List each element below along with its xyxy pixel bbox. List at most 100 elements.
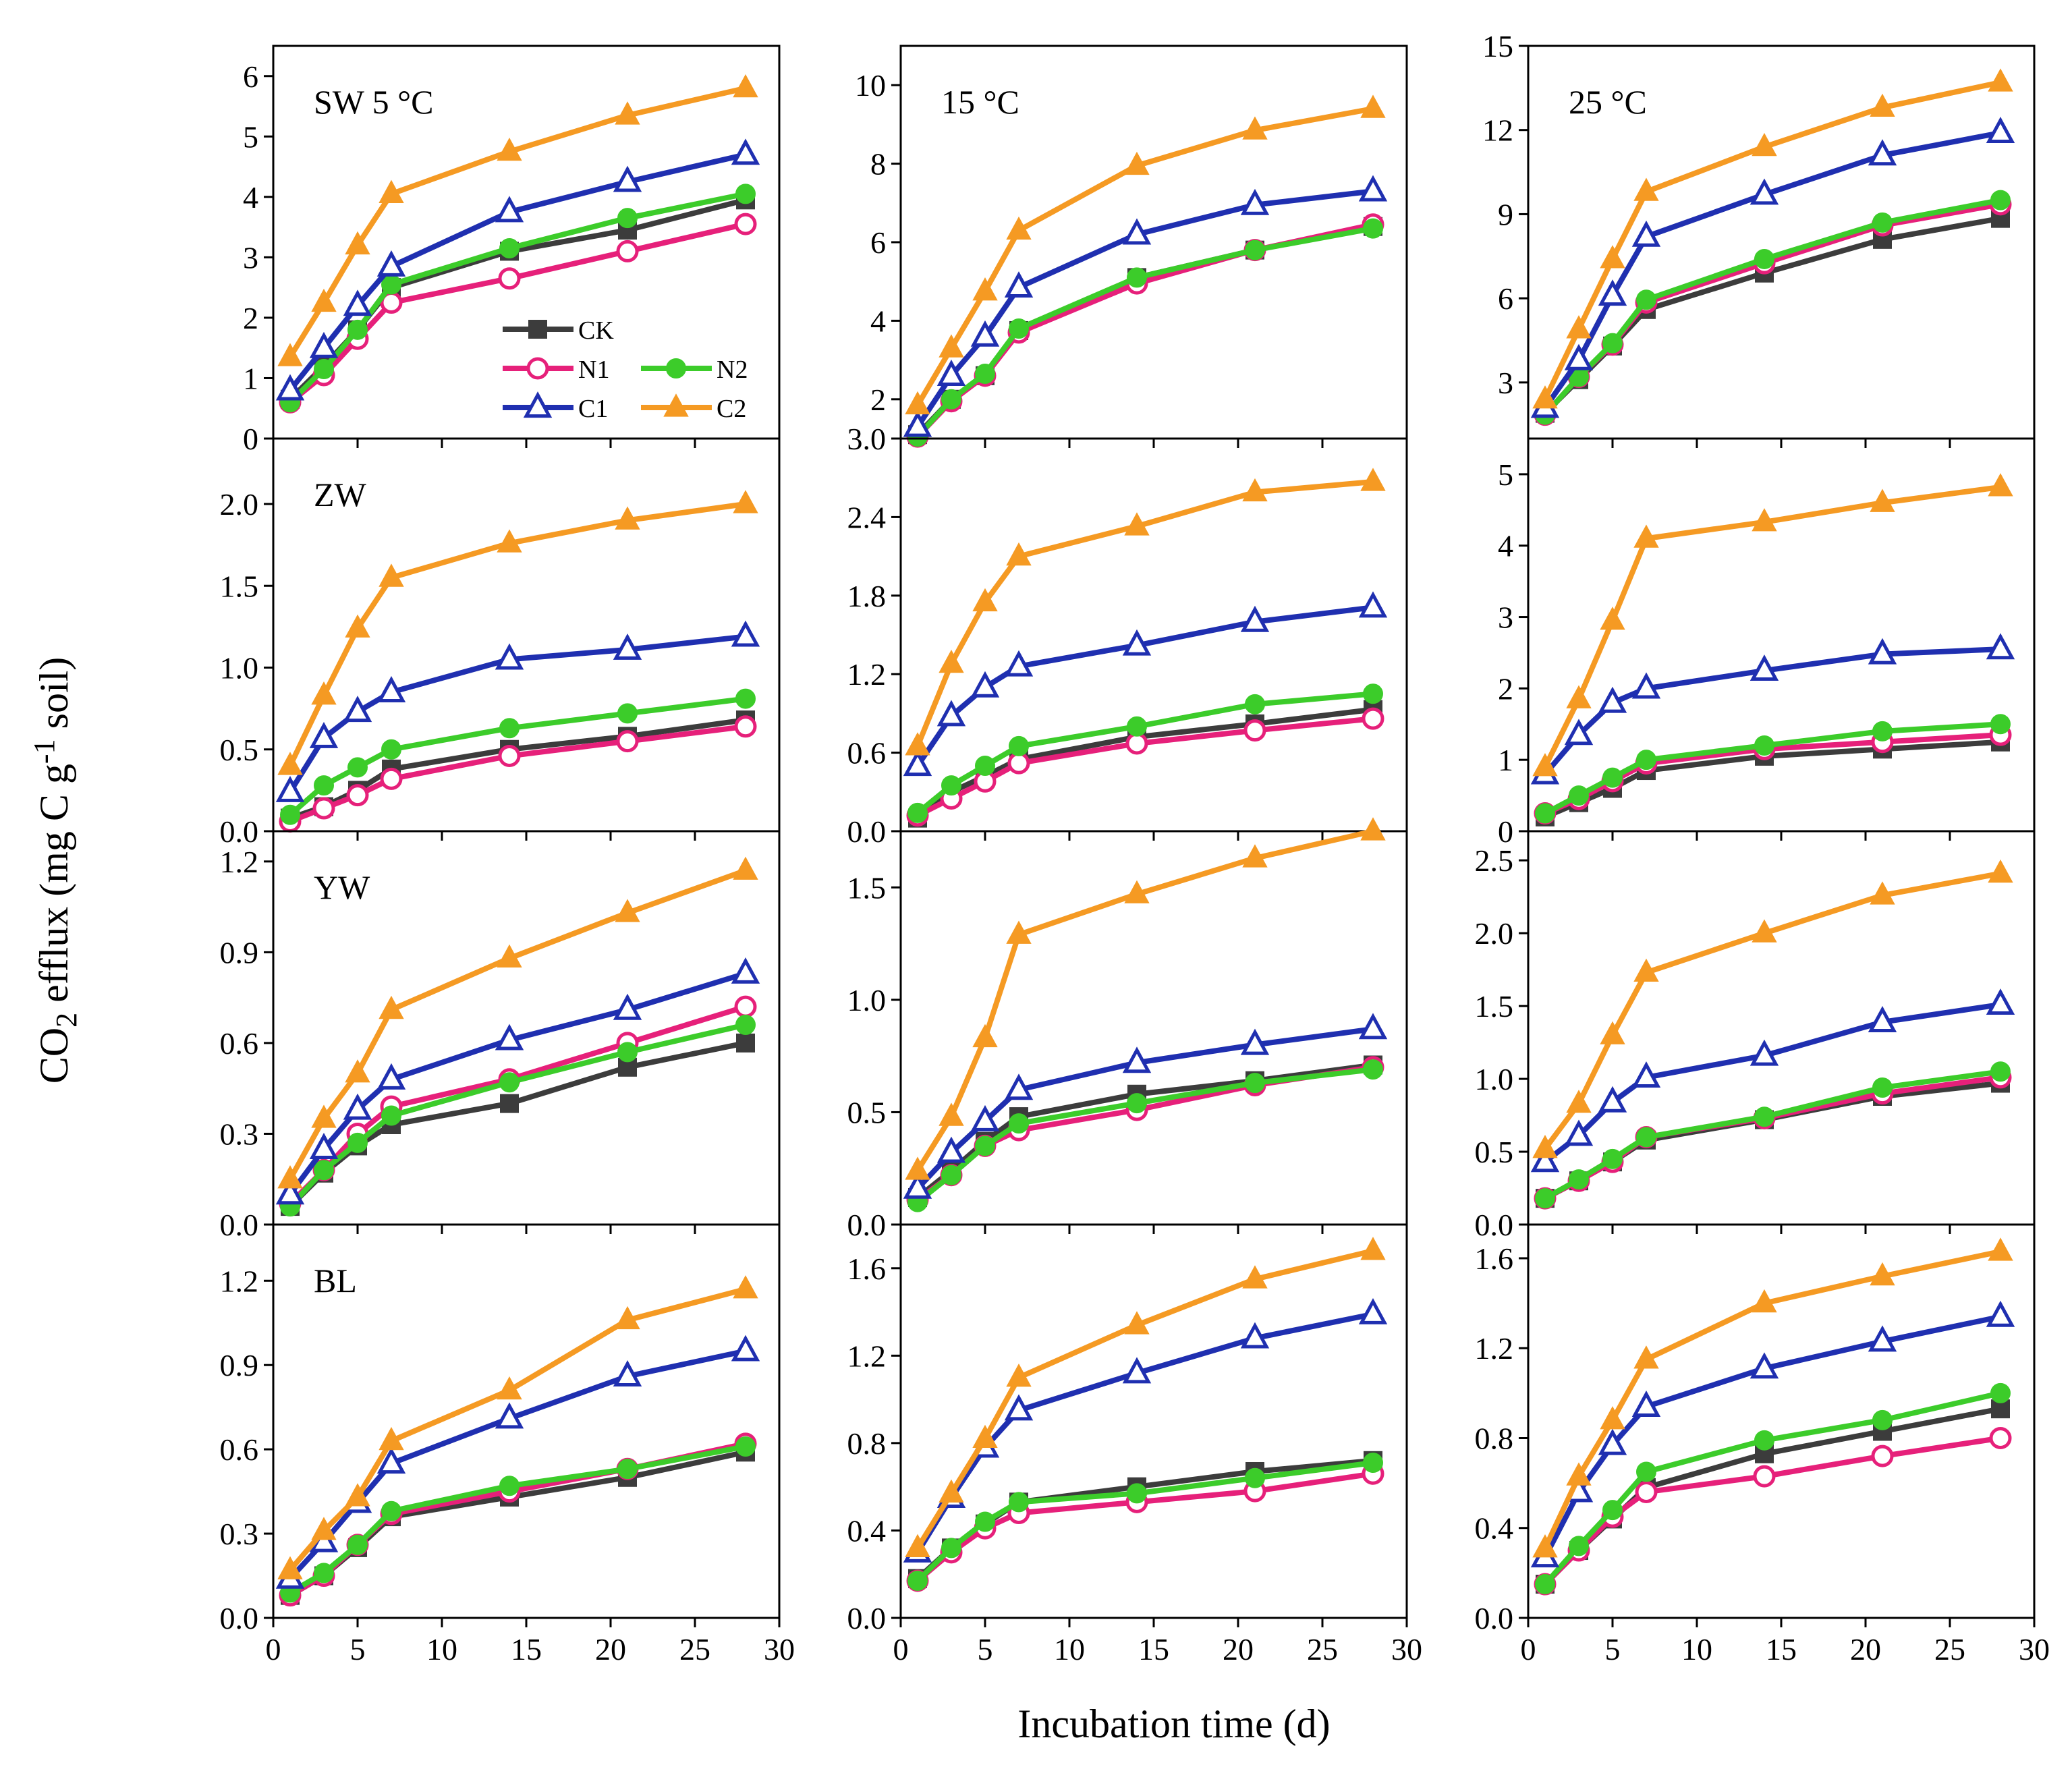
- data-point-N2: [617, 1459, 638, 1480]
- data-point-C2: [733, 74, 758, 98]
- data-point-C1: [275, 374, 305, 401]
- data-point-N1: [498, 744, 521, 767]
- y-tick-label: 2.0: [220, 487, 259, 522]
- data-point-N1: [312, 797, 335, 820]
- data-point-C2: [497, 944, 522, 967]
- x-tick-label: 15: [511, 1632, 542, 1666]
- data-point-C2: [1532, 1534, 1558, 1558]
- y-tick-label: 0.9: [220, 935, 259, 970]
- data-point-C1: [1358, 1013, 1388, 1040]
- data-point-C1: [1004, 271, 1034, 298]
- data-point-C2: [1532, 1135, 1558, 1158]
- data-point-C2: [345, 614, 370, 638]
- data-point-N1: [1007, 752, 1030, 775]
- data-point-N2: [1127, 267, 1147, 288]
- data-point-C1: [613, 165, 642, 192]
- data-point-N2: [975, 1135, 995, 1156]
- series-line-C2: [915, 106, 1374, 407]
- data-point-N1: [616, 730, 639, 753]
- data-point-C2: [1752, 132, 1777, 157]
- data-point-C2: [379, 179, 404, 203]
- y-tick-label: 3: [243, 240, 258, 275]
- data-point-C2: [615, 506, 640, 530]
- data-point-C2: [1006, 920, 1032, 944]
- legend-label-C2: C2: [717, 395, 746, 423]
- data-point-C2: [277, 343, 303, 366]
- data-point-C2: [1566, 685, 1592, 708]
- data-point-C2: [972, 588, 998, 612]
- data-point-N2: [1535, 1188, 1555, 1209]
- series-C1: [275, 138, 760, 401]
- data-point-C1: [1631, 1391, 1661, 1417]
- data-point-N2: [1245, 694, 1265, 714]
- data-point-N2: [1636, 289, 1656, 310]
- series-line-N2: [916, 691, 1374, 815]
- legend: CK N1 N2 C1 C2: [503, 316, 748, 423]
- series-C1: [903, 1013, 1388, 1199]
- data-point-C2: [1360, 1237, 1386, 1260]
- data-point-N2: [735, 184, 756, 204]
- series-N2: [907, 1059, 1383, 1212]
- data-point-C2: [1242, 478, 1268, 502]
- series-line-C1: [915, 188, 1374, 428]
- panel-3-0: 0.0 0.3 0.6 0.9 1.2 0 5 10 15 20 25 30 BL: [220, 1223, 795, 1666]
- data-point-N2: [1636, 1127, 1656, 1148]
- series-line-CK: [288, 1449, 746, 1598]
- data-point-N2: [1127, 716, 1147, 737]
- data-point-N2: [314, 775, 334, 796]
- y-tick-label: 0.3: [220, 1117, 259, 1151]
- series-C2: [905, 94, 1386, 415]
- data-point-C2: [1600, 607, 1625, 630]
- data-point-N2: [1754, 735, 1774, 756]
- data-point-C2: [1988, 1237, 2013, 1261]
- y-axis-title-subscript: 2: [50, 1013, 83, 1028]
- data-point-C2: [615, 1306, 640, 1330]
- legend-item-C1: C1: [503, 391, 608, 423]
- data-point-C1: [1868, 638, 1897, 665]
- data-point-C2: [1566, 1462, 1592, 1486]
- data-point-C2: [1242, 844, 1268, 868]
- series-line-C2: [287, 1286, 747, 1572]
- data-point-N2: [314, 1160, 334, 1181]
- series-C2: [277, 856, 758, 1189]
- series-CK: [1536, 208, 2010, 423]
- data-point-C1: [936, 360, 966, 386]
- data-point-N2: [499, 1072, 520, 1093]
- series-C1: [275, 620, 760, 802]
- data-point-C1: [1631, 672, 1661, 699]
- data-point-C1: [275, 1178, 305, 1205]
- y-axis-title-superscript: -1: [28, 739, 61, 764]
- data-point-C1: [1122, 218, 1152, 245]
- data-point-C1: [275, 775, 305, 802]
- data-point-N1: [380, 767, 403, 790]
- data-point-C1: [1004, 650, 1034, 677]
- y-tick-label: 1.2: [847, 657, 887, 692]
- data-point-N2: [735, 1436, 756, 1457]
- plot-frame: [1527, 1223, 2036, 1619]
- data-point-C1: [343, 1093, 372, 1120]
- data-point-C2: [277, 1165, 303, 1189]
- y-tick-label: 1.0: [220, 651, 259, 685]
- data-point-C1: [1868, 139, 1897, 166]
- data-point-C1: [970, 1104, 1000, 1131]
- data-point-N2: [1602, 1148, 1623, 1169]
- data-point-N2: [1245, 1467, 1265, 1488]
- panel-0-2: 3 6 9 12 15 25 °C: [1482, 29, 2036, 448]
- y-tick-label: 2: [870, 383, 886, 417]
- data-point-C1: [309, 721, 339, 748]
- data-point-C2: [905, 1156, 930, 1180]
- data-point-C2: [1600, 1021, 1625, 1044]
- data-point-N2: [1535, 1574, 1555, 1595]
- panel-0-0: 0 1 2 3 4 5 6 SW 5 °C: [243, 45, 781, 456]
- y-tick-label: 0.9: [220, 1348, 259, 1382]
- data-point-C2: [277, 752, 303, 775]
- panel-3-1: 0.0 0.4 0.8 1.2 1.6 0 5 10 15 20 25 30: [847, 1223, 1422, 1666]
- y-tick-label: 0.0: [220, 814, 259, 849]
- data-point-C1: [1122, 629, 1152, 656]
- series-N2: [1535, 714, 2011, 824]
- data-point-C1: [1749, 654, 1779, 681]
- data-point-C1: [1122, 1046, 1152, 1073]
- data-point-C2: [1242, 116, 1268, 140]
- panel-label: SW 5 °C: [314, 83, 433, 121]
